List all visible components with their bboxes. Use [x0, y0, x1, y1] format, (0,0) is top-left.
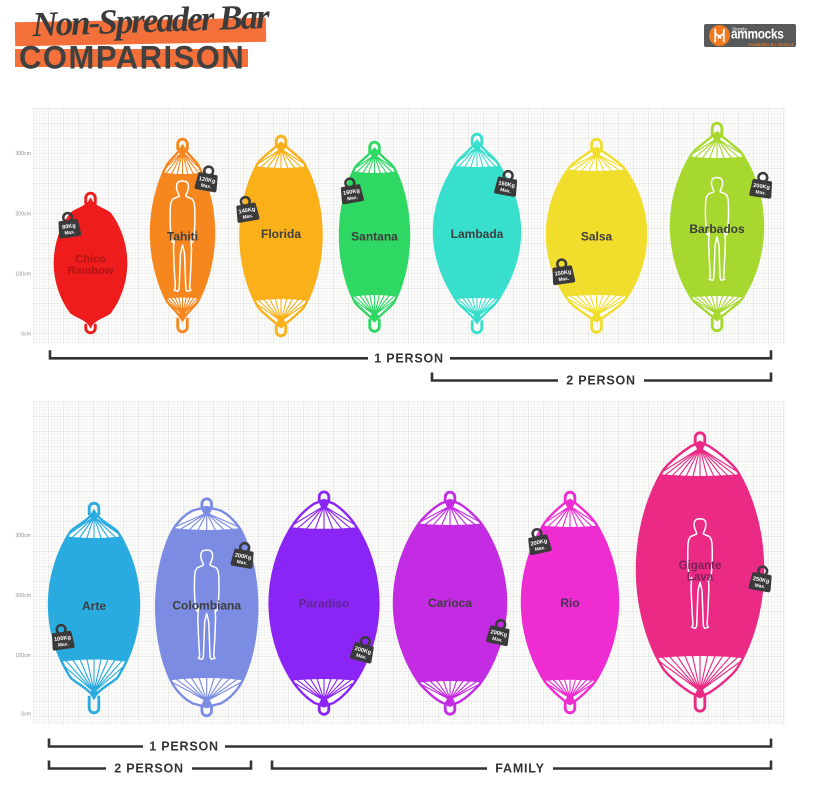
svg-text:Lava: Lava [687, 572, 714, 584]
svg-text:Salsa: Salsa [581, 229, 613, 243]
svg-text:Max.: Max. [242, 213, 254, 221]
svg-text:Paradiso: Paradiso [299, 596, 350, 610]
svg-text:Max.: Max. [355, 653, 367, 662]
svg-text:Colombiana: Colombiana [172, 598, 241, 612]
svg-text:Rainbow: Rainbow [68, 265, 114, 277]
svg-text:Max.: Max. [534, 545, 546, 553]
svg-text:80Kg: 80Kg [62, 223, 77, 231]
svg-text:200Kg: 200Kg [490, 629, 508, 638]
svg-text:Max.: Max. [64, 229, 75, 236]
svg-text:0cm: 0cm [21, 711, 31, 717]
svg-text:Florida: Florida [261, 227, 301, 241]
svg-text:Max.: Max. [755, 189, 766, 196]
svg-text:200Kg: 200Kg [354, 646, 372, 656]
svg-text:Max.: Max. [236, 559, 248, 567]
svg-text:Gigante: Gigante [679, 560, 722, 572]
svg-text:Lambada: Lambada [451, 227, 504, 241]
svg-text:200Kg: 200Kg [530, 538, 548, 547]
svg-text:Max.: Max. [558, 276, 569, 283]
svg-text:1 PERSON: 1 PERSON [149, 740, 219, 754]
svg-text:Chico: Chico [75, 254, 106, 266]
svg-text:200cm: 200cm [15, 211, 31, 217]
svg-text:140Kg: 140Kg [238, 206, 256, 215]
svg-text:0cm: 0cm [21, 331, 31, 337]
svg-text:120Kg: 120Kg [198, 176, 216, 185]
svg-text:Max.: Max. [500, 187, 512, 195]
svg-text:150Kg: 150Kg [498, 181, 516, 190]
svg-text:Max.: Max. [492, 636, 504, 644]
svg-text:250Kg: 250Kg [752, 576, 770, 585]
svg-text:100Kg: 100Kg [54, 635, 72, 643]
svg-text:300cm: 300cm [15, 151, 31, 157]
svg-text:Max.: Max. [754, 583, 766, 591]
svg-text:Santana: Santana [351, 229, 398, 243]
svg-text:160Kg: 160Kg [343, 188, 361, 197]
svg-text:100cm: 100cm [15, 271, 31, 277]
svg-text:Arte: Arte [82, 599, 106, 613]
svg-text:Carioca: Carioca [428, 596, 472, 610]
svg-text:Max.: Max. [58, 641, 69, 648]
svg-text:FAMILY: FAMILY [495, 762, 544, 776]
svg-text:Rio: Rio [560, 596, 579, 610]
svg-text:200Kg: 200Kg [753, 183, 771, 191]
svg-text:Barbados: Barbados [689, 222, 745, 236]
svg-text:200cm: 200cm [15, 593, 31, 599]
svg-text:200Kg: 200Kg [234, 553, 252, 562]
svg-text:100cm: 100cm [15, 653, 31, 659]
svg-text:150Kg: 150Kg [554, 269, 572, 277]
svg-text:Max.: Max. [347, 195, 359, 203]
svg-text:300cm: 300cm [15, 533, 31, 539]
svg-text:2 PERSON: 2 PERSON [114, 762, 184, 776]
svg-text:Tahiti: Tahiti [167, 229, 198, 243]
svg-text:1 PERSON: 1 PERSON [374, 352, 444, 366]
svg-text:2 PERSON: 2 PERSON [566, 374, 636, 388]
svg-text:Max.: Max. [200, 183, 212, 191]
